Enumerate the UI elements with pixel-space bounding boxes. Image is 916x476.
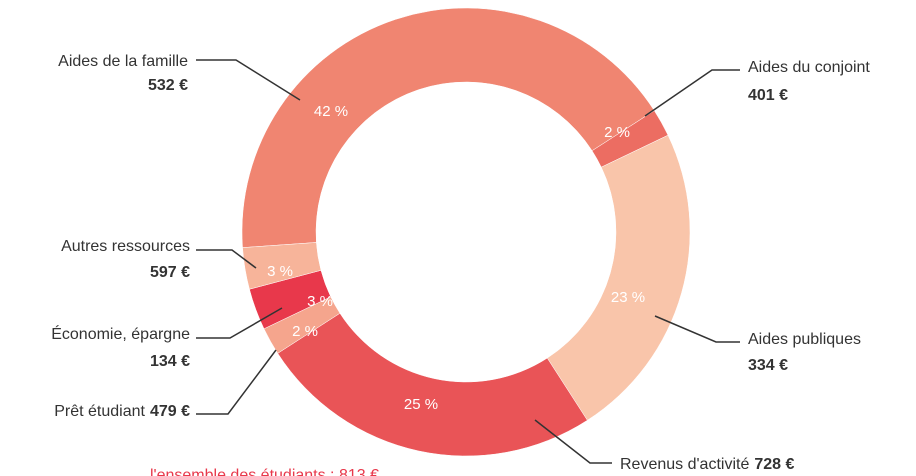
percent-label: 42 % xyxy=(314,103,348,120)
category-label: Économie, épargne xyxy=(51,324,190,343)
donut-slice xyxy=(242,242,322,290)
donut-slice xyxy=(546,134,691,421)
note: l'ensemble des étudiants : 813 € xyxy=(150,467,379,476)
leader-line xyxy=(196,59,301,101)
category-label: Revenus d'activité 728 € xyxy=(620,456,794,473)
category-name: Revenus d'activité xyxy=(620,456,749,473)
leader-line xyxy=(654,315,740,343)
amount-label: 134 € xyxy=(150,353,190,370)
percent-label: 3 % xyxy=(267,263,293,280)
category-name: Prêt étudiant xyxy=(54,403,145,420)
amount-label: 401 € xyxy=(748,87,788,104)
leader-line xyxy=(196,249,257,269)
category-label: Aides publiques xyxy=(748,331,861,348)
amount-label: 334 € xyxy=(748,357,788,374)
amount-label: 532 € xyxy=(148,77,188,94)
amount-label: 479 € xyxy=(150,403,190,420)
donut-slice xyxy=(277,312,588,457)
percent-label: 25 % xyxy=(404,396,438,413)
leader-line xyxy=(196,307,283,339)
percent-label: 2 % xyxy=(604,124,630,141)
leader-line xyxy=(534,419,612,464)
percent-label: 2 % xyxy=(292,323,318,340)
leader-line xyxy=(196,349,277,415)
category-label: Autres ressources xyxy=(61,238,190,255)
amount-label: 597 € xyxy=(150,264,190,281)
amount-label: 728 € xyxy=(754,456,794,473)
percent-label: 23 % xyxy=(611,289,645,306)
category-label: Aides du conjoint xyxy=(748,59,870,76)
percent-label: 3 % xyxy=(307,293,333,310)
donut-slice xyxy=(241,7,655,248)
category-label: Prêt étudiant 479 € xyxy=(54,403,190,420)
leader-line xyxy=(644,69,740,117)
category-label: Aides de la famille xyxy=(58,53,188,70)
